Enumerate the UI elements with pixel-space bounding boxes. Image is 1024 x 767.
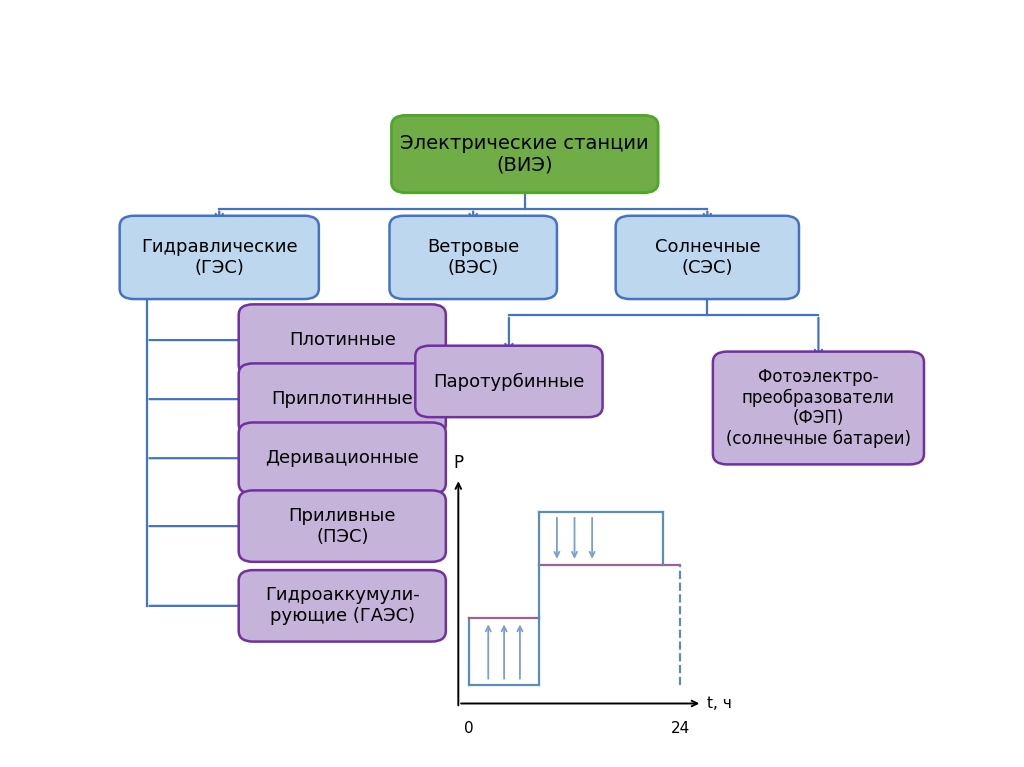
Text: Гидроаккумули-
рующие (ГАЭС): Гидроаккумули- рующие (ГАЭС) <box>265 587 420 625</box>
Text: Деривационные: Деривационные <box>265 449 419 467</box>
Text: Ветровые
(ВЭС): Ветровые (ВЭС) <box>427 238 519 277</box>
Text: P: P <box>454 454 464 472</box>
FancyBboxPatch shape <box>239 490 445 562</box>
Text: Приливные
(ПЭС): Приливные (ПЭС) <box>289 507 396 545</box>
Text: Солнечные
(СЭС): Солнечные (СЭС) <box>654 238 760 277</box>
Text: 0: 0 <box>464 722 474 736</box>
FancyBboxPatch shape <box>389 216 557 299</box>
Text: 24: 24 <box>671 722 690 736</box>
FancyBboxPatch shape <box>416 346 602 417</box>
FancyBboxPatch shape <box>239 570 445 641</box>
Text: Гидравлические
(ГЭС): Гидравлические (ГЭС) <box>141 238 298 277</box>
Text: Фотоэлектро-
преобразователи
(ФЭП)
(солнечные батареи): Фотоэлектро- преобразователи (ФЭП) (солн… <box>726 367 911 449</box>
Text: t, ч: t, ч <box>707 696 731 711</box>
Text: Электрические станции
(ВИЭ): Электрические станции (ВИЭ) <box>400 133 649 175</box>
FancyBboxPatch shape <box>120 216 318 299</box>
Text: Приплотинные: Приплотинные <box>271 390 413 408</box>
Text: Плотинные: Плотинные <box>289 331 395 349</box>
FancyBboxPatch shape <box>239 304 445 376</box>
FancyBboxPatch shape <box>391 115 658 193</box>
FancyBboxPatch shape <box>239 364 445 435</box>
FancyBboxPatch shape <box>615 216 799 299</box>
Text: Паротурбинные: Паротурбинные <box>433 372 585 390</box>
FancyBboxPatch shape <box>713 351 924 464</box>
FancyBboxPatch shape <box>239 423 445 494</box>
